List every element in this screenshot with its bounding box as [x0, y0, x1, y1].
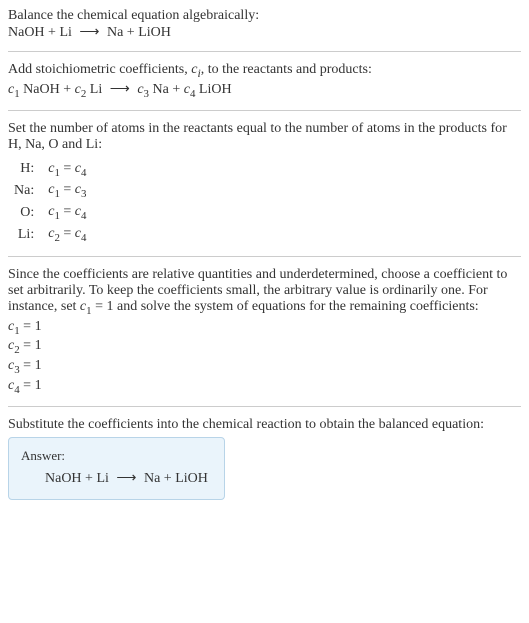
- step1-equation: c1 NaOH + c2 Li ⟶ c3 Na + c4 LiOH: [8, 81, 521, 100]
- coefficient-line: c4 = 1: [8, 378, 521, 396]
- reactant1: NaOH +: [20, 82, 75, 97]
- answer-equation: NaOH + Li ⟶ Na + LiOH: [21, 470, 208, 487]
- step2-section: Set the number of atoms in the reactants…: [8, 121, 521, 246]
- atom-equation: c1 = c3: [42, 180, 92, 202]
- step3-section: Since the coefficients are relative quan…: [8, 267, 521, 396]
- atom-label: O:: [8, 202, 42, 224]
- table-row: Li:c2 = c4: [8, 224, 92, 246]
- divider: [8, 256, 521, 257]
- atom-equation: c2 = c4: [42, 224, 92, 246]
- intro-section: Balance the chemical equation algebraica…: [8, 8, 521, 41]
- table-row: O:c1 = c4: [8, 202, 92, 224]
- arrow-icon: ⟶: [112, 471, 140, 486]
- atom-label: H:: [8, 159, 42, 181]
- answer-products: Na + LiOH: [144, 471, 208, 486]
- table-row: Na:c1 = c3: [8, 180, 92, 202]
- atom-equation: c1 = c4: [42, 159, 92, 181]
- step2-text: Set the number of atoms in the reactants…: [8, 121, 521, 153]
- coefficient-line: c2 = 1: [8, 338, 521, 356]
- table-row: H:c1 = c4: [8, 159, 92, 181]
- product1: Na +: [149, 82, 184, 97]
- step1-text: Add stoichiometric coefficients, ci, to …: [8, 62, 521, 81]
- atom-balance-table: H:c1 = c4Na:c1 = c3O:c1 = c4Li:c2 = c4: [8, 159, 92, 246]
- divider: [8, 406, 521, 407]
- intro-equation: NaOH + Li ⟶ Na + LiOH: [8, 24, 521, 41]
- arrow-icon: ⟶: [106, 82, 134, 97]
- atom-equation: c1 = c4: [42, 202, 92, 224]
- product2: LiOH: [195, 82, 231, 97]
- answer-box: Answer: NaOH + Li ⟶ Na + LiOH: [8, 437, 225, 500]
- step1-section: Add stoichiometric coefficients, ci, to …: [8, 62, 521, 100]
- divider: [8, 110, 521, 111]
- divider: [8, 51, 521, 52]
- intro-text: Balance the chemical equation algebraica…: [8, 8, 521, 24]
- step1-text-part2: , to the reactants and products:: [201, 62, 372, 77]
- coefficient-line: c1 = 1: [8, 319, 521, 337]
- arrow-icon: ⟶: [75, 25, 103, 40]
- coefficient-results: c1 = 1c2 = 1 c3 = 1 c4 = 1: [8, 319, 521, 396]
- reactant2: Li: [86, 82, 102, 97]
- atom-label: Li:: [8, 224, 42, 246]
- step4-text: Substitute the coefficients into the che…: [8, 417, 521, 433]
- answer-label: Answer:: [21, 448, 208, 464]
- intro-reactants: NaOH + Li: [8, 25, 72, 40]
- intro-products: Na + LiOH: [107, 25, 171, 40]
- atom-label: Na:: [8, 180, 42, 202]
- step3-text: Since the coefficients are relative quan…: [8, 267, 521, 317]
- step4-section: Substitute the coefficients into the che…: [8, 417, 521, 500]
- answer-reactants: NaOH + Li: [45, 471, 109, 486]
- step1-text-part1: Add stoichiometric coefficients,: [8, 62, 191, 77]
- coefficient-line: c3 = 1: [8, 358, 521, 376]
- step3-text-part2: = 1 and solve the system of equations fo…: [92, 299, 479, 314]
